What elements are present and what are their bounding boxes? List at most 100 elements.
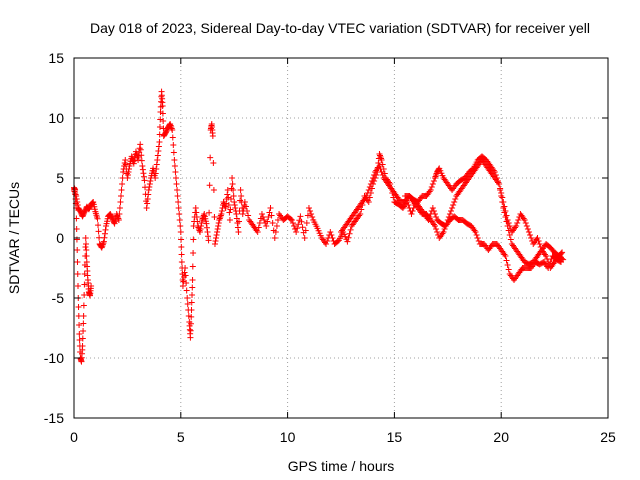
x-tick-label: 15 [387, 429, 403, 445]
data-point [327, 229, 334, 235]
data-point [367, 181, 374, 187]
data-point [502, 214, 509, 220]
data-point [73, 236, 80, 243]
data-point [117, 199, 124, 205]
data-point [222, 205, 229, 211]
data-point [234, 224, 241, 231]
data-point [294, 225, 301, 232]
data-point [145, 187, 152, 193]
data-point [101, 234, 108, 241]
data-point [73, 196, 80, 202]
data-point [190, 250, 197, 256]
data-point [298, 218, 305, 225]
data-point [206, 209, 213, 216]
data-point [136, 145, 143, 152]
data-point [408, 211, 415, 217]
data-point [303, 220, 310, 226]
data-point [543, 253, 550, 259]
data-point [197, 229, 204, 235]
data-point [357, 211, 364, 217]
series-trace-a [71, 184, 95, 365]
data-point [82, 244, 89, 250]
data-point [188, 299, 195, 306]
data-point [434, 229, 441, 235]
data-point [156, 139, 163, 145]
data-point [544, 256, 551, 262]
data-point [505, 266, 512, 273]
data-point [152, 170, 159, 177]
data-point [172, 175, 179, 181]
data-point [245, 212, 252, 219]
data-point [75, 304, 82, 310]
data-point [177, 223, 184, 229]
data-point [449, 205, 456, 211]
data-point [433, 214, 440, 220]
x-tick-label: 10 [280, 429, 296, 445]
data-point [522, 220, 529, 226]
data-point [94, 215, 101, 222]
data-point [235, 229, 242, 235]
data-point [214, 226, 221, 232]
data-point [496, 181, 503, 187]
data-point [211, 241, 218, 247]
data-point [125, 169, 132, 175]
data-point [299, 224, 306, 231]
data-point [444, 217, 451, 223]
y-tick-label: 10 [48, 110, 64, 126]
data-point [534, 235, 541, 241]
data-point [192, 205, 199, 211]
data-point [452, 196, 459, 202]
data-point [241, 199, 248, 205]
data-point [347, 226, 354, 233]
data-point [371, 172, 378, 178]
data-point [140, 173, 147, 180]
data-point [365, 199, 372, 205]
data-point [379, 161, 386, 168]
data-point [124, 172, 131, 178]
data-point [88, 283, 95, 289]
data-point [183, 287, 190, 294]
data-point [189, 284, 196, 291]
data-point [144, 200, 151, 207]
data-point [502, 253, 509, 259]
data-point [217, 214, 224, 220]
data-point [293, 229, 300, 235]
data-point [239, 211, 246, 217]
data-point [308, 211, 315, 217]
grid [74, 58, 608, 418]
data-point [229, 175, 236, 181]
data-point [111, 219, 118, 226]
data-point [174, 193, 181, 199]
data-point [175, 205, 182, 211]
data-point [169, 127, 176, 133]
data-point [178, 244, 185, 250]
data-point [472, 229, 479, 235]
data-point [443, 220, 450, 226]
data-point [442, 223, 449, 229]
data-point [215, 220, 222, 226]
data-point [182, 265, 189, 271]
data-point [323, 241, 330, 247]
data-point [215, 223, 222, 229]
data-point [446, 211, 453, 217]
data-point [231, 202, 238, 208]
data-point [345, 234, 352, 241]
data-point [302, 227, 309, 234]
data-point [231, 199, 238, 205]
data-point [79, 335, 86, 342]
data-point [190, 236, 197, 243]
data-point [206, 182, 213, 189]
data-point [197, 226, 204, 232]
data-point [187, 320, 194, 327]
data-point [494, 178, 501, 184]
data-point [178, 251, 185, 258]
data-point [524, 226, 531, 232]
data-point [329, 235, 336, 241]
data-point [102, 226, 109, 233]
data-point [264, 218, 271, 225]
data-point [498, 193, 505, 199]
data-point [499, 199, 506, 205]
data-point [527, 232, 534, 238]
data-point [121, 160, 128, 166]
